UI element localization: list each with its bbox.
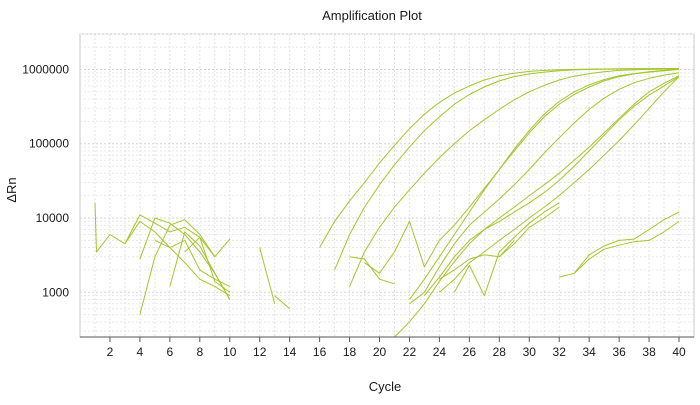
y-tick-label: 1000 [42, 285, 69, 299]
x-tick-label: 10 [223, 345, 237, 359]
x-tick-label: 12 [253, 345, 267, 359]
x-tick-label: 38 [642, 345, 656, 359]
x-tick-label: 4 [137, 345, 144, 359]
x-tick-label: 22 [403, 345, 417, 359]
grid-lines [80, 33, 694, 337]
series-line-20 [184, 236, 231, 293]
x-tick-label: 16 [313, 345, 327, 359]
x-tick-label: 36 [612, 345, 626, 359]
y-tick-label: 10000 [36, 211, 70, 225]
x-tick-label: 14 [283, 345, 297, 359]
y-axis-label: ΔRn [4, 177, 19, 202]
x-tick-label: 30 [523, 345, 537, 359]
series-line-3 [349, 68, 680, 287]
series-line-2 [334, 68, 679, 271]
x-tick-label: 32 [553, 345, 567, 359]
x-tick-label: 24 [433, 345, 447, 359]
x-tick-label: 40 [672, 345, 686, 359]
series-line-13 [573, 220, 680, 274]
series-line-21 [274, 295, 291, 310]
series-line-22 [259, 247, 276, 304]
plot-area [79, 33, 695, 338]
chart-title: Amplification Plot [322, 8, 422, 23]
series-line-14 [94, 202, 231, 258]
x-tick-label: 6 [167, 345, 174, 359]
x-axis-label: Cycle [369, 379, 402, 394]
y-tick-label: 100000 [29, 137, 69, 151]
series-line-11 [453, 202, 560, 297]
series-line-23 [349, 256, 395, 285]
series-line-4 [364, 68, 680, 274]
series-line-19 [169, 231, 231, 300]
series-line-6 [409, 72, 680, 305]
x-axis-ticks: 2 4 6 8 10 12 14 16 18 20 22 24 26 28 30 32 34 36 38 40 [107, 337, 686, 359]
series-line-18 [154, 239, 231, 297]
x-tick-label: 28 [493, 345, 507, 359]
x-tick-label: 8 [196, 345, 203, 359]
series-group [94, 68, 680, 338]
x-tick-label: 20 [373, 345, 387, 359]
x-tick-label: 34 [582, 345, 596, 359]
series-line-15 [124, 220, 231, 287]
x-tick-label: 18 [343, 345, 357, 359]
series-line-5 [409, 68, 680, 300]
series-line-17 [139, 219, 216, 315]
series-line-9 [439, 76, 680, 293]
series-line-7 [424, 76, 680, 297]
x-tick-label: 26 [463, 345, 477, 359]
x-tick-label: 2 [107, 345, 114, 359]
y-tick-label: 1000000 [22, 62, 69, 76]
series-line-24 [498, 240, 515, 258]
y-axis-ticks: 1000 10000 100000 1000000 [22, 62, 69, 299]
series-line-12 [559, 211, 680, 278]
